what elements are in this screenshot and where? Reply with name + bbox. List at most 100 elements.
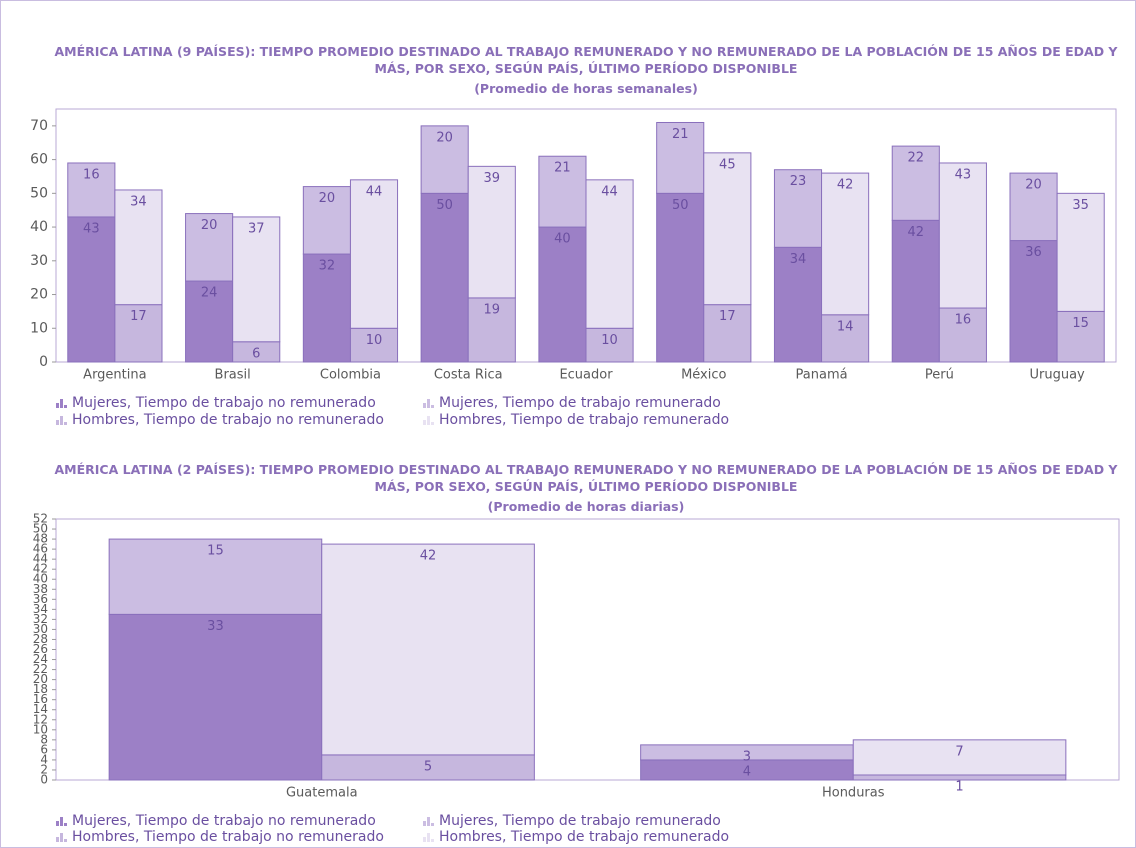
bar-segment	[114, 189, 163, 306]
value-label: 19	[484, 302, 501, 317]
bar-segment	[67, 162, 116, 218]
x-tick-label: México	[681, 368, 726, 383]
y-tick-label: 0	[39, 354, 48, 370]
bar-segment	[821, 172, 870, 316]
y-tick-label: 40	[33, 572, 48, 586]
x-tick-label: Uruguay	[1029, 368, 1085, 383]
y-tick-label: 6	[40, 742, 48, 756]
x-tick-label: Costa Rica	[434, 368, 503, 383]
bar-segment	[938, 307, 987, 363]
value-label: 33	[207, 619, 224, 634]
value-label: 20	[1025, 178, 1042, 193]
y-tick-label: 22	[33, 662, 48, 676]
y-tick-label: 8	[40, 732, 48, 746]
value-label: 14	[837, 319, 854, 334]
x-tick-label: Argentina	[83, 368, 146, 383]
bar-segment	[349, 179, 399, 329]
y-tick-label: 40	[30, 219, 48, 235]
y-tick-label: 38	[33, 582, 48, 596]
bar-segment	[891, 145, 940, 221]
legend-label: Mujeres, Tiempo de trabajo remunerado	[439, 813, 721, 829]
value-label: 5	[424, 759, 432, 774]
value-label: 43	[955, 167, 972, 182]
value-label: 43	[83, 221, 100, 236]
value-label: 24	[201, 286, 218, 301]
legend-label: Hombres, Tiempo de trabajo no remunerado	[72, 829, 384, 845]
bar-segment	[467, 165, 516, 299]
value-label: 36	[1025, 245, 1042, 260]
y-tick-label: 26	[33, 642, 48, 656]
legend-label: Hombres, Tiempo de trabajo no remunerado	[72, 412, 384, 428]
value-label: 21	[672, 127, 689, 142]
value-label: 16	[83, 167, 100, 182]
value-label: 42	[420, 549, 437, 564]
legend-icon	[56, 403, 59, 408]
y-tick-label: 36	[33, 592, 48, 606]
bar-segment	[585, 327, 634, 363]
y-tick-label: 14	[33, 702, 48, 716]
legend-icon	[64, 839, 67, 842]
bar-segment	[108, 613, 323, 781]
x-tick-label: Ecuador	[559, 368, 613, 383]
legend-icon	[427, 833, 430, 842]
y-tick-label: 28	[33, 632, 48, 646]
legend-icon	[423, 403, 426, 408]
legend-icon	[60, 817, 63, 826]
y-tick-label: 10	[30, 320, 48, 336]
value-label: 10	[366, 333, 383, 348]
bar-segment	[232, 216, 281, 343]
x-tick-label: Brasil	[215, 368, 251, 383]
bar-segment	[656, 192, 705, 363]
y-tick-label: 12	[33, 712, 48, 726]
y-tick-label: 70	[30, 118, 48, 134]
value-label: 15	[207, 544, 224, 559]
legend-icon	[423, 821, 426, 826]
y-tick-label: 48	[33, 532, 48, 546]
y-tick-label: 50	[30, 185, 48, 201]
value-label: 7	[955, 744, 963, 759]
value-label: 40	[554, 232, 571, 247]
chart-title: AMÉRICA LATINA (9 PAÍSES): TIEMPO PROMED…	[54, 44, 1118, 76]
y-tick-label: 10	[33, 722, 48, 736]
y-tick-label: 30	[33, 622, 48, 636]
bar-segment	[585, 179, 634, 329]
y-tick-label: 4	[40, 752, 48, 766]
y-tick-label: 50	[33, 522, 48, 536]
legend-icon	[56, 821, 59, 826]
value-label: 20	[436, 130, 453, 145]
value-label: 32	[319, 259, 336, 274]
value-label: 20	[201, 218, 218, 233]
y-tick-label: 44	[33, 552, 48, 566]
y-tick-label: 60	[30, 152, 48, 168]
bar-segment	[302, 253, 351, 363]
bar-segment	[703, 152, 752, 306]
value-label: 17	[130, 309, 147, 324]
value-label: 42	[908, 225, 925, 240]
bar-segment	[703, 304, 752, 363]
y-tick-label: 20	[33, 672, 48, 686]
bar-segment	[321, 754, 535, 781]
value-label: 6	[252, 346, 260, 361]
bar-segment	[938, 162, 987, 309]
bar-segment	[538, 226, 587, 363]
legend-label: Hombres, Tiempo de trabajo remunerado	[439, 829, 729, 845]
legend-icon	[431, 823, 434, 826]
legend-icon	[56, 420, 59, 425]
legend-label: Mujeres, Tiempo de trabajo remunerado	[439, 395, 721, 411]
y-tick-label: 32	[33, 612, 48, 626]
y-tick-label: 52	[33, 512, 48, 526]
legend-icon	[431, 422, 434, 425]
bar-segment	[420, 125, 469, 194]
bar-segment	[67, 216, 116, 363]
value-label: 50	[436, 198, 453, 213]
bar-segment	[1009, 240, 1058, 363]
bar-segment	[538, 155, 587, 228]
value-label: 50	[672, 198, 689, 213]
value-label: 17	[719, 309, 736, 324]
legend-label: Hombres, Tiempo de trabajo remunerado	[439, 412, 729, 428]
y-tick-label: 20	[30, 287, 48, 303]
x-tick-label: Honduras	[822, 786, 885, 801]
bar-segment	[656, 121, 705, 194]
value-label: 44	[366, 184, 383, 199]
